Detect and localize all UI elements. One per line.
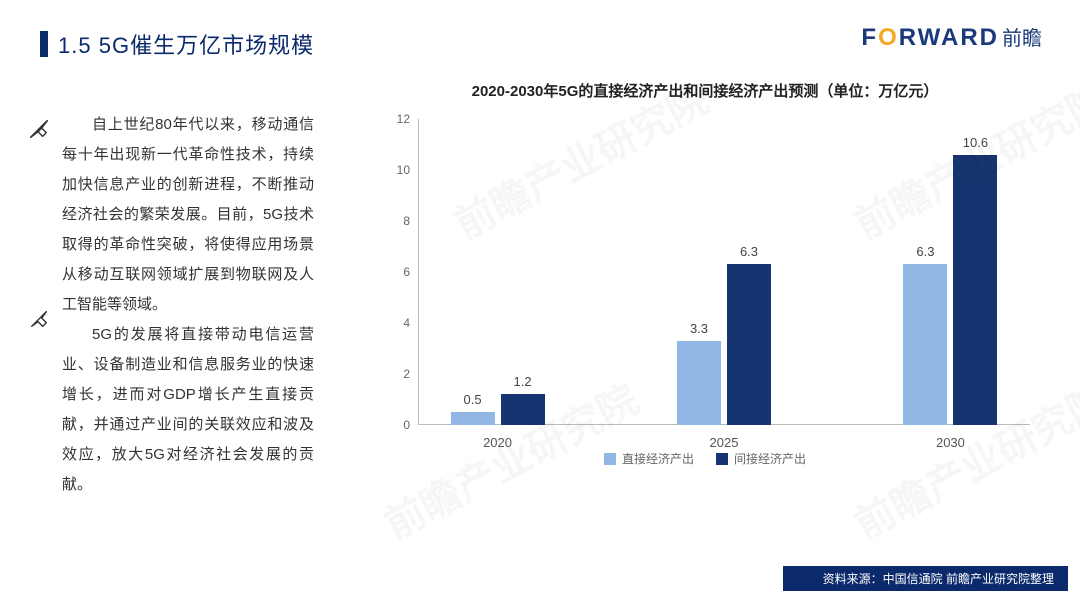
logo-word: FORWARD: [861, 24, 999, 52]
forecast-chart: 2020-2030年5G的直接经济产出和间接经济产出预测（单位：万亿元） 0.5…: [360, 80, 1050, 479]
bar-value-label: 6.3: [903, 244, 947, 259]
bar-value-label: 3.3: [677, 321, 721, 336]
title-text: 5G催生万亿市场规模: [99, 33, 314, 58]
y-tick: 6: [360, 265, 410, 279]
bar: 1.2: [501, 394, 545, 425]
bar-group: 0.51.22020: [438, 119, 558, 425]
section-number: 1.5: [58, 33, 92, 58]
bar: 6.3: [903, 264, 947, 425]
cursor-arrow-icon: [28, 308, 50, 330]
legend-item: 间接经济产出: [716, 450, 806, 467]
bar-group: 3.36.32025: [664, 119, 784, 425]
source-line: 资料来源：中国信通院 前瞻产业研究院整理: [783, 566, 1068, 591]
bar-value-label: 0.5: [451, 392, 495, 407]
y-tick: 10: [360, 163, 410, 177]
slide-title: 1.5 5G催生万亿市场规模: [58, 28, 314, 60]
bar: 10.6: [953, 155, 997, 425]
logo-cn: 前瞻: [1002, 22, 1042, 51]
bar-value-label: 10.6: [953, 135, 997, 150]
slide-page: 1.5 5G催生万亿市场规模 FORWARD 前瞻 自上世纪80年代以来，移动通…: [0, 0, 1080, 595]
bar-value-label: 6.3: [727, 244, 771, 259]
chart-legend: 直接经济产出 间接经济产出: [360, 450, 1050, 467]
legend-swatch: [716, 453, 728, 465]
paragraph-1: 自上世纪80年代以来，移动通信每十年出现新一代革命性技术，持续加快信息产业的创新…: [62, 110, 314, 320]
body-text: 自上世纪80年代以来，移动通信每十年出现新一代革命性技术，持续加快信息产业的创新…: [62, 110, 314, 500]
chart-area: 0.51.220203.36.320256.310.62030 直接经济产出间接…: [360, 119, 1050, 479]
y-tick: 0: [360, 418, 410, 432]
bar-group: 6.310.62030: [890, 119, 1010, 425]
x-tick: 2020: [438, 435, 558, 450]
bar: 6.3: [727, 264, 771, 425]
x-tick: 2025: [664, 435, 784, 450]
slide-header: 1.5 5G催生万亿市场规模: [40, 28, 314, 60]
plot-area: 0.51.220203.36.320256.310.62030: [418, 119, 1030, 425]
y-tick: 2: [360, 367, 410, 381]
bar: 3.3: [677, 341, 721, 425]
bar-value-label: 1.2: [501, 374, 545, 389]
y-tick: 8: [360, 214, 410, 228]
cursor-arrow-icon: [28, 118, 50, 140]
y-tick: 4: [360, 316, 410, 330]
bar: 0.5: [451, 412, 495, 425]
y-tick: 12: [360, 112, 410, 126]
chart-title: 2020-2030年5G的直接经济产出和间接经济产出预测（单位：万亿元）: [360, 80, 1050, 101]
paragraph-2: 5G的发展将直接带动电信运营业、设备制造业和信息服务业的快速增长，进而对GDP增…: [62, 320, 314, 500]
x-tick: 2030: [890, 435, 1010, 450]
title-accent-bar: [40, 31, 48, 57]
legend-label: 间接经济产出: [734, 450, 806, 467]
legend-label: 直接经济产出: [622, 450, 694, 467]
legend-item: 直接经济产出: [604, 450, 694, 467]
brand-logo: FORWARD 前瞻: [861, 22, 1042, 52]
legend-swatch: [604, 453, 616, 465]
